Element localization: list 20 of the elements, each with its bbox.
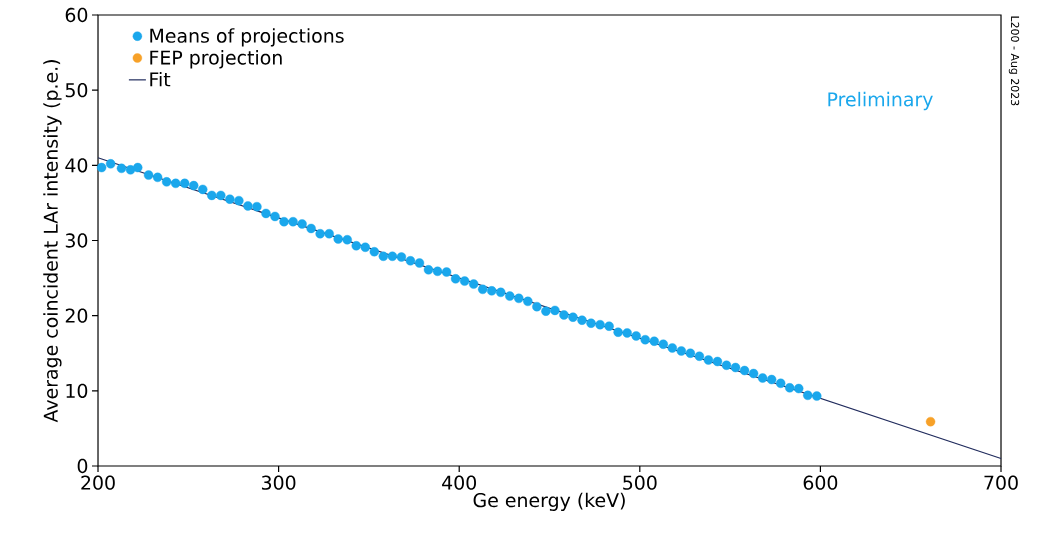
x-tick-label: 200 (81, 475, 115, 490)
y-tick-label: 30 (65, 233, 88, 248)
legend-label: Fit (150, 71, 171, 87)
x-tick-label: 500 (623, 475, 657, 490)
y-tick-label: 10 (66, 383, 88, 398)
y-tick-label: 50 (65, 83, 88, 98)
x-tick-label: 700 (984, 475, 1018, 490)
y-axis-title: Average coincident LAr intensity (p.e.) (43, 60, 62, 423)
y-tick-label: 20 (65, 308, 88, 323)
y-tick-label: 0 (77, 458, 88, 474)
legend-label: FEP projection (150, 50, 282, 69)
text: L200 - Aug 2023 (1008, 16, 1020, 106)
x-tick-label: 300 (261, 475, 296, 490)
x-tick-label: 600 (803, 475, 838, 490)
legend-label: Means of projections (150, 28, 344, 47)
x-axis-title: Ge energy (keV) (473, 492, 625, 511)
annotation: Preliminary (828, 91, 933, 111)
x-tick-label: 400 (442, 475, 476, 490)
y-tick-label: 60 (65, 7, 88, 23)
y-tick-label: 40 (65, 158, 88, 173)
